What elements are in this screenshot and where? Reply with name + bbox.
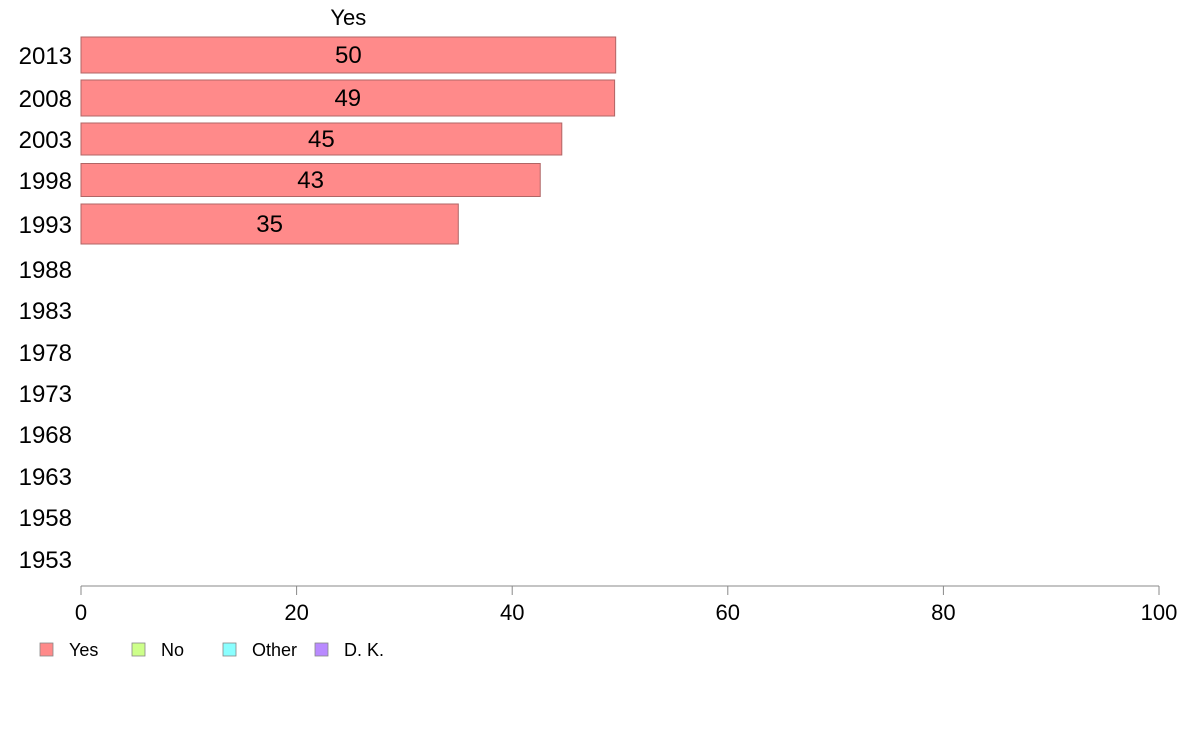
legend-label: Yes <box>69 640 98 660</box>
legend-label: Other <box>252 640 297 660</box>
year-labels-group: 2013 2008 2003 1998 1993 1988 1983 1978 1973 1968… <box>19 43 72 574</box>
year-label-2013: 2013 <box>19 43 72 70</box>
x-axis: 0 20 40 60 80 100 <box>75 585 1178 625</box>
year-label-1983: 1983 <box>19 298 72 325</box>
value-label-1993: 35 <box>256 211 283 238</box>
legend: Yes No Other D. K. <box>39 640 384 660</box>
year-label-2008: 2008 <box>19 86 72 113</box>
x-tick-label: 60 <box>716 600 740 625</box>
year-label-1963: 1963 <box>19 464 72 491</box>
bar-2013 <box>80 36 617 74</box>
year-label-1953: 1953 <box>19 547 72 574</box>
legend-swatch-yes <box>39 642 54 657</box>
x-tick-label: 20 <box>284 600 308 625</box>
year-label-1998: 1998 <box>19 168 72 195</box>
legend-swatch-d-k- <box>314 642 329 657</box>
bar-2008 <box>80 79 616 117</box>
value-label-2003: 45 <box>308 126 335 153</box>
bar-1993 <box>80 203 459 245</box>
bar-1998 <box>80 163 541 197</box>
value-label-2008: 49 <box>334 85 361 112</box>
year-label-1978: 1978 <box>19 340 72 367</box>
legend-label: D. K. <box>344 640 384 660</box>
legend-swatch-no <box>131 642 146 657</box>
bars-group: 50 49 45 43 35 <box>80 36 617 245</box>
year-label-1993: 1993 <box>19 212 72 239</box>
x-tick-label: 40 <box>500 600 524 625</box>
legend-label: No <box>161 640 184 660</box>
value-label-1998: 43 <box>297 167 324 194</box>
bar-2003 <box>80 122 563 156</box>
x-tick-label: 80 <box>931 600 955 625</box>
year-label-1973: 1973 <box>19 381 72 408</box>
value-label-2013: 50 <box>335 42 362 69</box>
year-label-1988: 1988 <box>19 257 72 284</box>
year-label-1958: 1958 <box>19 505 72 532</box>
series-title: Yes <box>330 5 366 30</box>
year-label-2003: 2003 <box>19 127 72 154</box>
legend-swatch-other <box>222 642 237 657</box>
year-label-1968: 1968 <box>19 422 72 449</box>
x-tick-label: 0 <box>75 600 87 625</box>
x-tick-label: 100 <box>1141 600 1178 625</box>
